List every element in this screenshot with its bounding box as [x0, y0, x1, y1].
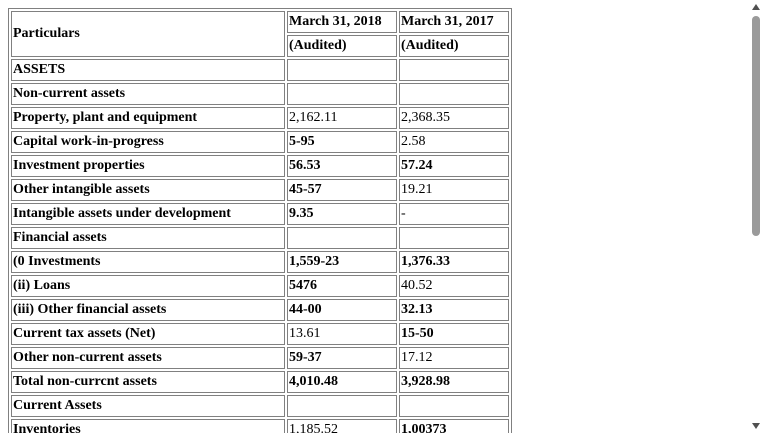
value-cell: 40.52 — [399, 275, 509, 297]
row: Financial assets — [11, 227, 509, 249]
row-label: Current Assets — [11, 395, 285, 417]
row-label: Other non-current assets — [11, 347, 285, 369]
value-cell: 32.13 — [399, 299, 509, 321]
value-cell: 56.53 — [287, 155, 397, 177]
row: (iii) Other financial assets 44-00 32.13 — [11, 299, 509, 321]
scroll-thumb[interactable] — [752, 16, 760, 236]
header-row: Particulars March 31, 2018 March 31, 201… — [11, 11, 509, 57]
value-cell: 17.12 — [399, 347, 509, 369]
scroll-down[interactable] — [752, 423, 760, 429]
row: ASSETS — [11, 59, 509, 81]
empty-cell — [287, 227, 397, 249]
value-cell: 44-00 — [287, 299, 397, 321]
row: Other intangible assets 45-57 19.21 — [11, 179, 509, 201]
empty-cell — [399, 227, 509, 249]
row: Inventories 1,185.52 1,00373 — [11, 419, 509, 433]
row-label: Property, plant and equipment — [11, 107, 285, 129]
row-label: Intangible assets under development — [11, 203, 285, 225]
row-label: Non-current assets — [11, 83, 285, 105]
header-cell: March 31, 2018 — [287, 11, 397, 33]
row-label: Capital work-in-progress — [11, 131, 285, 153]
row: Investment properties 56.53 57.24 — [11, 155, 509, 177]
empty-cell — [399, 395, 509, 417]
row: Current Assets — [11, 395, 509, 417]
row: (0 Investments 1,559-23 1,376.33 — [11, 251, 509, 273]
value-cell: 57.24 — [399, 155, 509, 177]
row-label: Total non-currcnt assets — [11, 371, 285, 393]
empty-cell — [287, 83, 397, 105]
value-cell: 2,368.35 — [399, 107, 509, 129]
row: Intangible assets under development 9.35- — [11, 203, 509, 225]
empty-cell — [287, 395, 397, 417]
viewport: Particulars March 31, 2018 March 31, 201… — [8, 8, 512, 433]
row-label: Financial assets — [11, 227, 285, 249]
row-label: Investment properties — [11, 155, 285, 177]
value-cell: 5-95 — [287, 131, 397, 153]
value-cell: 19.21 — [399, 179, 509, 201]
row: Total non-currcnt assets 4,010.48 3,928.98 — [11, 371, 509, 393]
header-row: (Audited) (Audited) — [11, 35, 509, 57]
row: Non-current assets — [11, 83, 509, 105]
value-cell: 1,00373 — [399, 419, 509, 433]
empty-cell — [399, 83, 509, 105]
scroll-up[interactable] — [752, 4, 760, 10]
value-cell: 2.58 — [399, 131, 509, 153]
value-cell: 4,010.48 — [287, 371, 397, 393]
row-label: (ii) Loans — [11, 275, 285, 297]
value-cell: 15-50 — [399, 323, 509, 345]
header-cell: Particulars — [11, 11, 285, 57]
scrollbar[interactable] — [748, 0, 764, 433]
row: Capital work-in-progress 5-95 2.58 — [11, 131, 509, 153]
header-cell: March 31, 2017 — [399, 11, 509, 33]
value-cell: 3,928.98 — [399, 371, 509, 393]
row: Current tax assets (Net) 13.61 15-50 — [11, 323, 509, 345]
header-cell: (Audited) — [287, 35, 397, 57]
value-cell: 1,185.52 — [287, 419, 397, 433]
value-cell: 59-37 — [287, 347, 397, 369]
balance-table: Particulars March 31, 2018 March 31, 201… — [8, 8, 512, 433]
scrollbar-arrows — [752, 4, 760, 429]
row: (ii) Loans 5476 40.52 — [11, 275, 509, 297]
value-cell: 13.61 — [287, 323, 397, 345]
value-cell: 5476 — [287, 275, 397, 297]
empty-cell — [287, 59, 397, 81]
row-label: Other intangible assets — [11, 179, 285, 201]
row-label: ASSETS — [11, 59, 285, 81]
value-cell: 1,559-23 — [287, 251, 397, 273]
value-cell: 45-57 — [287, 179, 397, 201]
value-cell: - — [399, 203, 509, 225]
value-cell: 9.35 — [287, 203, 397, 225]
row-label: Inventories — [11, 419, 285, 433]
row-label: (iii) Other financial assets — [11, 299, 285, 321]
empty-cell — [399, 59, 509, 81]
value-cell: 2,162.11 — [287, 107, 397, 129]
row: Other non-current assets 59-37 17.12 — [11, 347, 509, 369]
row: Property, plant and equipment 2,162.11 2,3… — [11, 107, 509, 129]
row-label: (0 Investments — [11, 251, 285, 273]
value-cell: 1,376.33 — [399, 251, 509, 273]
header-cell: (Audited) — [399, 35, 509, 57]
row-label: Current tax assets (Net) — [11, 323, 285, 345]
